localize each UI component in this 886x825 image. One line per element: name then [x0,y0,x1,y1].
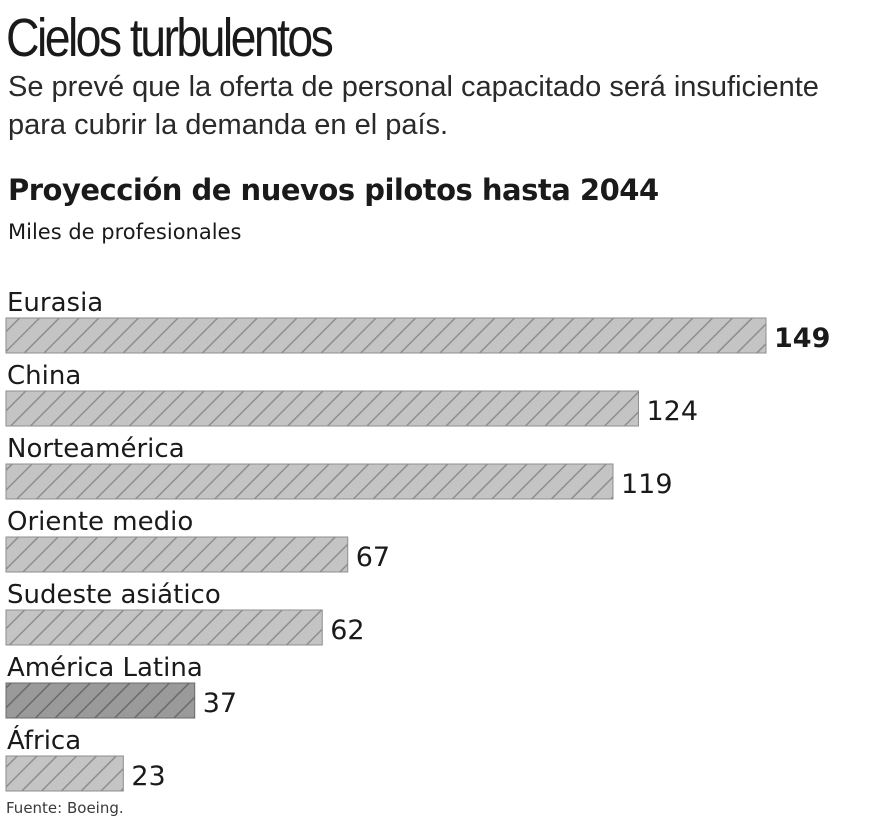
bar-sudeste-asiatico [5,609,323,646]
page-subtitle: Se prevé que la oferta de personal capac… [8,71,819,141]
bar-africa [5,755,124,792]
value-label-africa: 23 [131,761,165,792]
category-label-oriente-medio: Oriente medio [7,507,193,537]
chart-unit-label: Miles de profesionales [8,220,242,244]
value-label-america-latina: 37 [203,688,237,719]
bar-eurasia [5,317,767,354]
bar-norteamerica [5,463,614,500]
value-label-oriente-medio: 67 [356,542,390,573]
category-label-africa: África [7,724,81,756]
bar-oriente-medio [5,536,349,573]
category-label-china: China [7,361,81,391]
value-label-sudeste-asiatico: 62 [330,615,364,646]
source-note: Fuente: Boeing. [6,799,124,817]
category-label-norteamerica: Norteamérica [7,434,185,464]
value-label-eurasia: 149 [774,323,830,354]
bar-china [5,390,639,427]
category-label-america-latina: América Latina [7,653,203,683]
category-label-sudeste-asiatico: Sudeste asiático [7,580,221,610]
chart-title: Proyección de nuevos pilotos hasta 2044 [8,173,659,207]
value-label-norteamerica: 119 [621,469,673,500]
page-title: Cielos turbulentos [6,8,334,68]
bar-america-latina [5,682,196,719]
value-label-china: 124 [646,396,698,427]
category-label-eurasia: Eurasia [7,288,103,318]
